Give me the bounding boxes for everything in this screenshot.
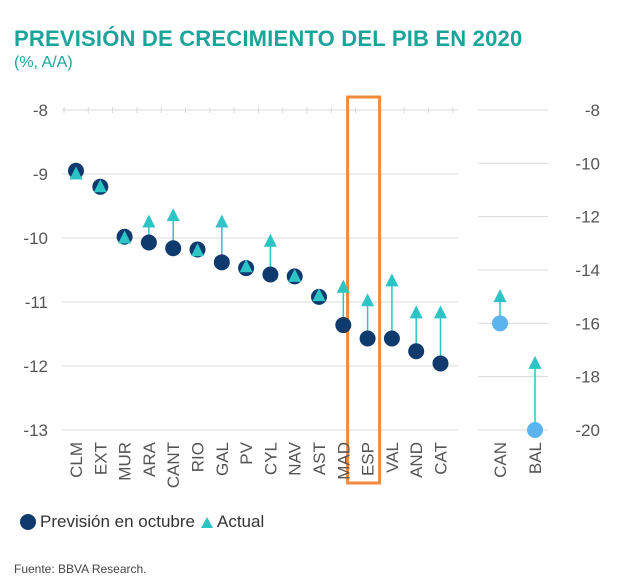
left-axis-tick: -12	[23, 357, 48, 376]
category-label-cant: CANT	[164, 442, 183, 488]
actual-point-pv	[239, 259, 253, 273]
actual-point-ext	[93, 179, 107, 193]
prevision-point-gal	[213, 254, 230, 271]
category-label-mad: MAD	[334, 442, 353, 480]
prevision-point-can	[492, 315, 508, 332]
actual-point-mad	[336, 279, 350, 293]
category-label-pv: PV	[237, 441, 256, 464]
right-axis-tick: -16	[575, 314, 600, 333]
prevision-point-ara	[140, 234, 157, 251]
actual-point-cyl	[263, 233, 277, 247]
right-axis-tick: -10	[575, 154, 600, 173]
prevision-point-and	[408, 343, 425, 360]
category-label-nav: NAV	[286, 441, 305, 475]
prevision-point-mad	[335, 317, 352, 334]
actual-point-bal	[528, 355, 542, 369]
prevision-point-esp	[359, 330, 376, 347]
actual-point-and	[409, 305, 423, 319]
actual-point-cant	[166, 208, 180, 222]
category-label-rio: RIO	[189, 442, 208, 472]
chart-title: PREVISIÓN DE CRECIMIENTO DEL PIB EN 2020	[14, 26, 523, 51]
category-label-ara: ARA	[140, 441, 159, 477]
left-axis-tick: -10	[23, 229, 48, 248]
legend-actual-label: Actual	[216, 512, 265, 531]
legend-prevision-marker	[20, 514, 36, 530]
prevision-point-bal	[527, 422, 543, 438]
actual-point-val	[385, 273, 399, 287]
prevision-point-cant	[165, 240, 182, 257]
category-label-gal: GAL	[213, 442, 232, 476]
actual-point-ara	[142, 214, 156, 228]
highlight-box-esp	[346, 95, 382, 485]
actual-point-ast	[312, 288, 326, 302]
right-axis-tick: -14	[575, 261, 600, 280]
right-axis-tick: -18	[575, 368, 600, 387]
category-label-bal: BAL	[526, 442, 545, 474]
actual-point-nav	[288, 268, 302, 282]
category-label-clm: CLM	[67, 442, 86, 478]
category-label-ext: EXT	[91, 442, 110, 475]
left-axis-tick: -9	[33, 165, 48, 184]
legend-actual-marker	[200, 516, 213, 528]
actual-point-cat	[434, 305, 447, 319]
category-label-ast: AST	[310, 442, 329, 475]
category-label-esp: ESP	[359, 442, 378, 476]
right-axis-tick: -12	[575, 208, 600, 227]
category-label-can: CAN	[491, 442, 510, 478]
actual-point-gal	[215, 214, 229, 228]
category-label-cyl: CYL	[261, 442, 280, 475]
actual-point-clm	[69, 166, 83, 180]
prevision-point-cat	[432, 355, 449, 372]
left-axis-tick: -8	[33, 101, 48, 120]
category-label-and: AND	[407, 442, 426, 478]
actual-point-mur	[118, 230, 132, 244]
category-label-mur: MUR	[116, 442, 135, 481]
chart-subtitle: (%, A/A)	[14, 54, 73, 71]
left-axis-tick: -11	[25, 293, 48, 312]
actual-point-rio	[191, 243, 204, 257]
actual-point-can	[493, 289, 507, 303]
prevision-point-val	[383, 330, 400, 347]
prevision-point-cyl	[262, 266, 279, 283]
source-note: Fuente: BBVA Research.	[14, 562, 147, 576]
right-axis-tick: -20	[575, 421, 600, 440]
right-axis-tick: -8	[585, 101, 600, 120]
category-label-cat: CAT	[432, 442, 451, 475]
legend-prevision-label: Previsión en octubre	[40, 512, 195, 531]
left-axis-tick: -13	[23, 421, 48, 440]
category-label-val: VAL	[383, 442, 402, 473]
chart-canvas: -8 -9 -10 -11 -12 -13 -8 -10 -12 -14 -16 -18 -20 CLM E…	[23, 95, 600, 488]
actual-point-esp	[361, 293, 375, 307]
legend: Previsión en octubre Actual	[20, 512, 264, 532]
